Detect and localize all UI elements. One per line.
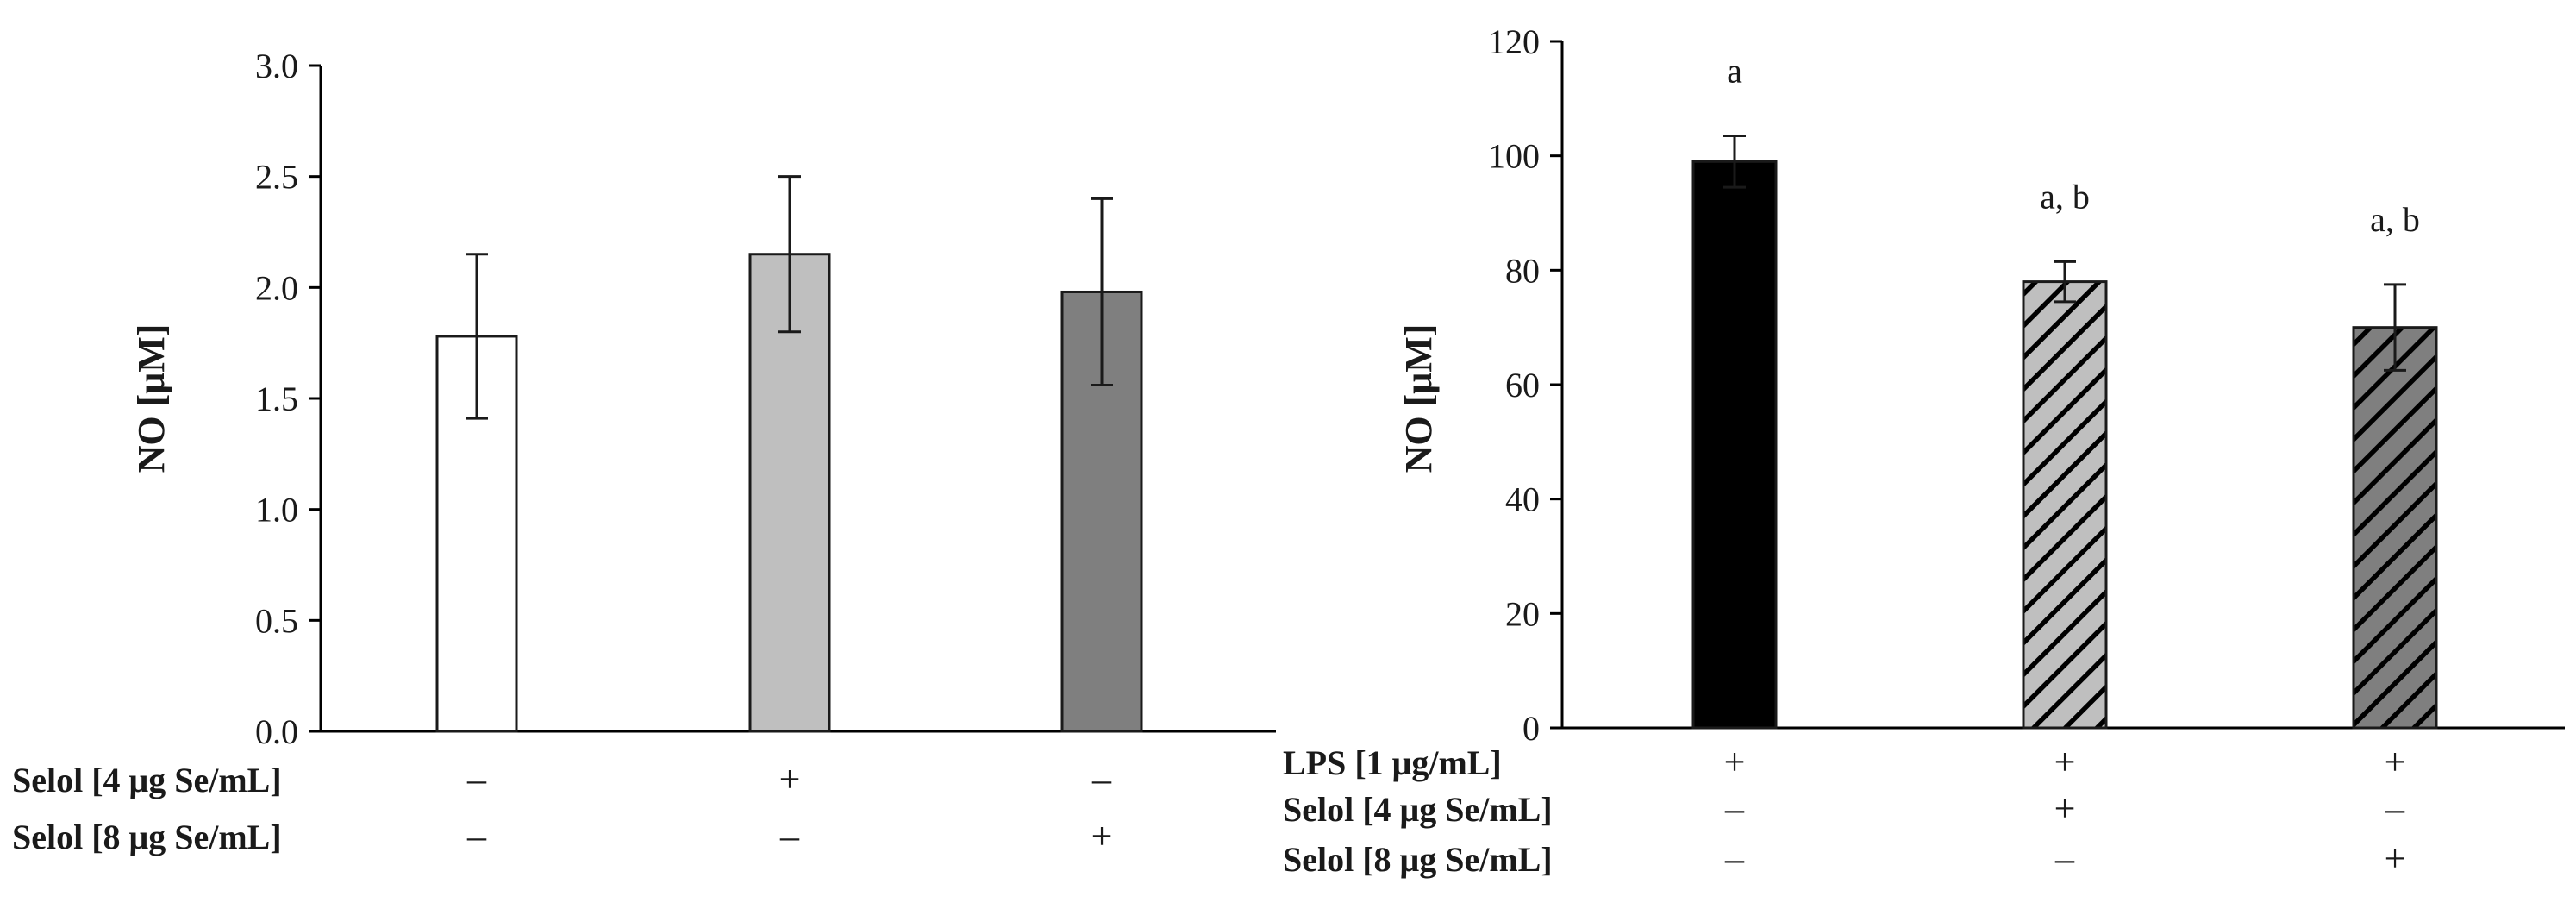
right-condition-sign-1-0: –	[1724, 787, 1745, 830]
left-condition-sign-1-1: –	[779, 815, 800, 857]
right-y-ticks: 0 20 40 60 80 100 120	[1488, 22, 1562, 748]
chart-right: 0 20 40 60 80 100 120 NO [μM] a a, b a, b LPS [1…	[1283, 22, 2565, 880]
right-significance-1: a, b	[2040, 177, 2090, 216]
right-ytick-label-6: 120	[1488, 22, 1540, 61]
left-ytick-label-3: 1.5	[255, 379, 298, 418]
left-condition-sign-1-2: +	[1091, 815, 1113, 857]
left-condition-sign-1-0: –	[466, 815, 487, 857]
left-y-ticks: 0.0 0.5 1.0 1.5 2.0 2.5 3.0	[255, 47, 321, 751]
left-condition-sign-0-0: –	[466, 758, 487, 800]
right-ytick-label-2: 40	[1505, 480, 1540, 519]
right-condition-label-1: Selol [4 μg Se/mL]	[1283, 790, 1553, 829]
left-condition-sign-0-2: –	[1091, 758, 1112, 800]
left-bars	[435, 175, 1143, 733]
right-y-axis-label: NO [μM]	[1397, 324, 1440, 473]
right-condition-label-2: Selol [8 μg Se/mL]	[1283, 840, 1553, 879]
right-condition-sign-0-2: +	[2385, 741, 2406, 783]
right-ytick-label-5: 100	[1488, 137, 1540, 176]
left-ytick-label-4: 2.0	[255, 268, 298, 307]
right-condition-label-0: LPS [1 μg/mL]	[1283, 743, 1502, 782]
left-condition-table: Selol [4 μg Se/mL] – + – Selol [8 μg Se/mL] –…	[12, 758, 1112, 857]
right-condition-sign-2-0: –	[1724, 837, 1745, 880]
right-significance-0: a	[1727, 51, 1742, 90]
right-ytick-label-0: 0	[1522, 709, 1540, 748]
left-ytick-label-1: 0.5	[255, 601, 298, 640]
right-bar-0	[1691, 160, 1778, 730]
left-ytick-label-2: 1.0	[255, 491, 298, 530]
right-bar-1	[2022, 280, 2108, 730]
left-ytick-label-6: 3.0	[255, 47, 298, 85]
right-significance-2: a, b	[2370, 200, 2420, 239]
left-condition-label-1: Selol [8 μg Se/mL]	[12, 818, 282, 856]
left-ytick-label-5: 2.5	[255, 158, 298, 197]
right-condition-sign-1-2: –	[2385, 787, 2405, 830]
right-bar-2	[2352, 326, 2438, 730]
chart-left: 0.0 0.5 1.0 1.5 2.0 2.5 3.0 NO [μM] Selol [4 μ…	[12, 47, 1276, 857]
right-ytick-label-1: 20	[1505, 594, 1540, 633]
left-condition-label-0: Selol [4 μg Se/mL]	[12, 761, 282, 799]
right-condition-sign-2-1: –	[2054, 837, 2075, 880]
right-condition-sign-2-2: +	[2385, 837, 2406, 880]
left-condition-sign-0-1: +	[779, 758, 801, 800]
right-condition-table: LPS [1 μg/mL] + + +Selol [4 μg Se/mL] – + –Sel…	[1283, 741, 2405, 880]
right-ytick-label-3: 60	[1505, 366, 1540, 404]
right-ytick-label-4: 80	[1505, 251, 1540, 290]
right-condition-sign-0-0: +	[1724, 741, 1746, 783]
right-bars: a a, b a, b	[1691, 51, 2438, 730]
right-condition-sign-1-1: +	[2054, 787, 2076, 830]
left-ytick-label-0: 0.0	[255, 712, 298, 751]
left-y-axis-label: NO [μM]	[130, 324, 172, 473]
right-condition-sign-0-1: +	[2054, 741, 2076, 783]
